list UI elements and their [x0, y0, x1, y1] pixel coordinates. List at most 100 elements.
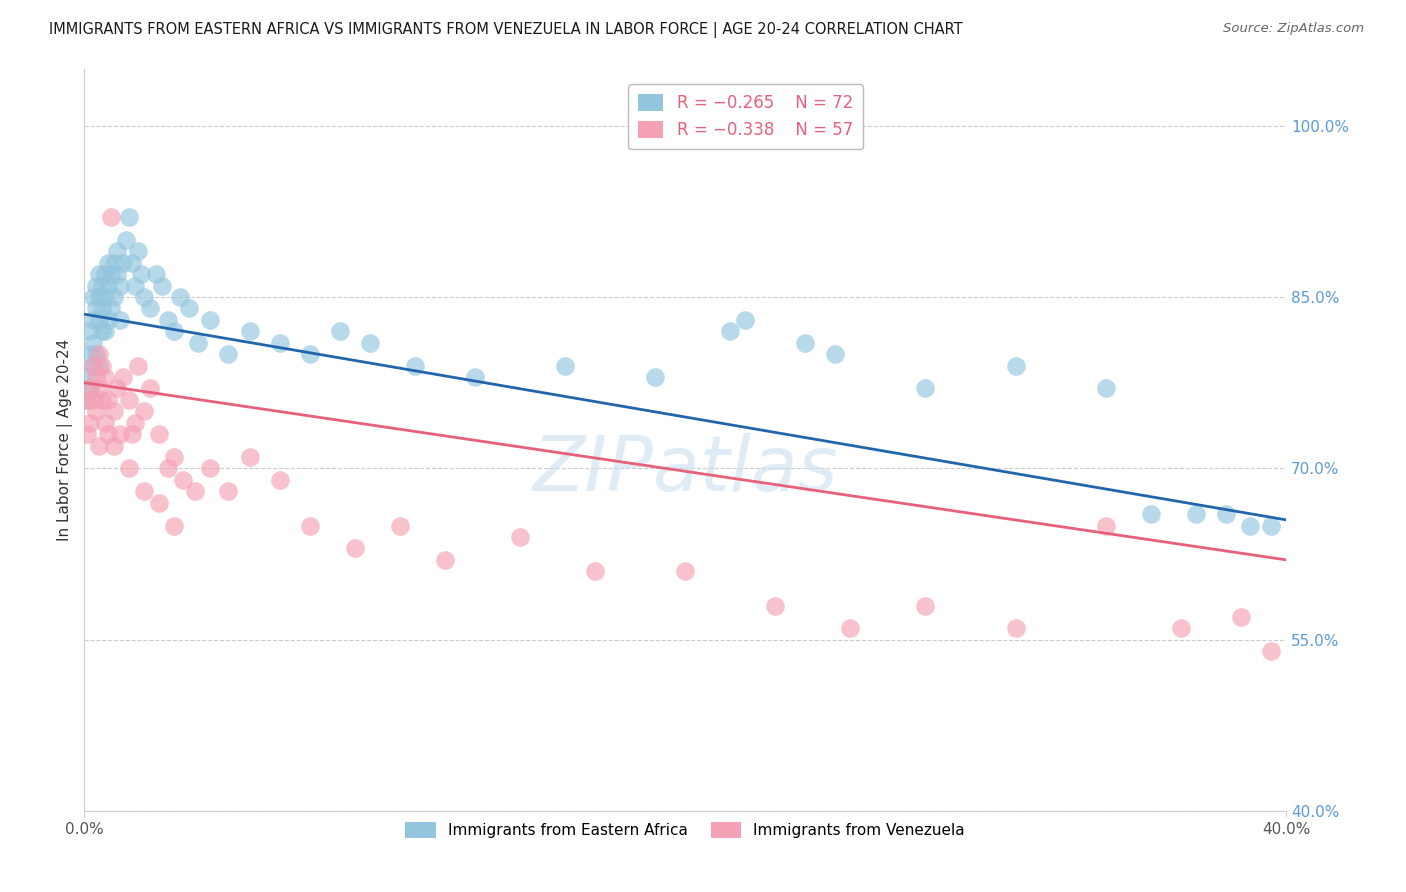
Point [79, 381, 101, 395]
Point [134, 290, 156, 304]
Point [148, 496, 170, 510]
Point [145, 267, 167, 281]
Point [89, 313, 111, 327]
Point [94, 267, 117, 281]
Point [89, 267, 111, 281]
Point [464, 370, 486, 384]
Point [97, 313, 120, 327]
Point [89, 439, 111, 453]
Point [433, 553, 456, 567]
Point [121, 427, 143, 442]
Point [824, 347, 846, 361]
Point [1239, 518, 1261, 533]
Point [1094, 381, 1116, 395]
Point [343, 541, 366, 556]
Point [404, 359, 426, 373]
Point [509, 530, 531, 544]
Point [200, 313, 222, 327]
Point [76, 392, 98, 407]
Point [127, 359, 149, 373]
Point [105, 267, 128, 281]
Point [1004, 359, 1026, 373]
Point [583, 564, 606, 578]
Point [163, 324, 186, 338]
Point [763, 599, 786, 613]
Point [115, 233, 138, 247]
Text: Source: ZipAtlas.com: Source: ZipAtlas.com [1223, 22, 1364, 36]
Text: IMMIGRANTS FROM EASTERN AFRICA VS IMMIGRANTS FROM VENEZUELA IN LABOR FORCE | AGE: IMMIGRANTS FROM EASTERN AFRICA VS IMMIGR… [49, 22, 963, 38]
Point [359, 335, 381, 350]
Point [329, 324, 352, 338]
Point [157, 313, 180, 327]
Point [124, 278, 146, 293]
Point [1094, 518, 1116, 533]
Point [1004, 621, 1026, 635]
Point [97, 256, 120, 270]
Point [91, 392, 114, 407]
Point [157, 461, 180, 475]
Point [914, 381, 936, 395]
Point [82, 392, 104, 407]
Point [734, 313, 756, 327]
Point [121, 256, 143, 270]
Point [839, 621, 862, 635]
Point [100, 267, 122, 281]
Point [103, 290, 125, 304]
Point [127, 244, 149, 259]
Point [94, 416, 117, 430]
Point [124, 416, 146, 430]
Point [1230, 610, 1253, 624]
Point [105, 244, 128, 259]
Point [1139, 507, 1161, 521]
Point [97, 427, 120, 442]
Point [118, 461, 141, 475]
Point [84, 370, 107, 384]
Point [89, 347, 111, 361]
Point [103, 256, 125, 270]
Point [238, 324, 260, 338]
Point [163, 518, 186, 533]
Point [112, 370, 135, 384]
Point [97, 278, 120, 293]
Point [105, 381, 128, 395]
Y-axis label: In Labor Force | Age 20-24: In Labor Force | Age 20-24 [58, 339, 73, 541]
Point [139, 301, 162, 316]
Legend: Immigrants from Eastern Africa, Immigrants from Venezuela: Immigrants from Eastern Africa, Immigran… [399, 816, 972, 845]
Point [112, 256, 135, 270]
Point [110, 313, 132, 327]
Point [103, 439, 125, 453]
Point [200, 461, 222, 475]
Point [82, 313, 104, 327]
Point [1170, 621, 1192, 635]
Point [76, 370, 98, 384]
Point [79, 416, 101, 430]
Point [100, 301, 122, 316]
Point [269, 335, 291, 350]
Point [118, 210, 141, 224]
Point [218, 484, 240, 499]
Point [91, 301, 114, 316]
Point [644, 370, 666, 384]
Point [673, 564, 696, 578]
Point [91, 359, 114, 373]
Point [84, 404, 107, 418]
Point [100, 210, 122, 224]
Point [82, 335, 104, 350]
Point [84, 301, 107, 316]
Point [1185, 507, 1208, 521]
Point [139, 381, 162, 395]
Point [91, 278, 114, 293]
Point [76, 392, 98, 407]
Point [187, 335, 209, 350]
Point [82, 359, 104, 373]
Point [79, 324, 101, 338]
Point [84, 347, 107, 361]
Point [184, 484, 207, 499]
Point [1260, 518, 1282, 533]
Point [89, 290, 111, 304]
Point [218, 347, 240, 361]
Point [298, 518, 321, 533]
Point [718, 324, 741, 338]
Point [169, 290, 191, 304]
Point [148, 427, 170, 442]
